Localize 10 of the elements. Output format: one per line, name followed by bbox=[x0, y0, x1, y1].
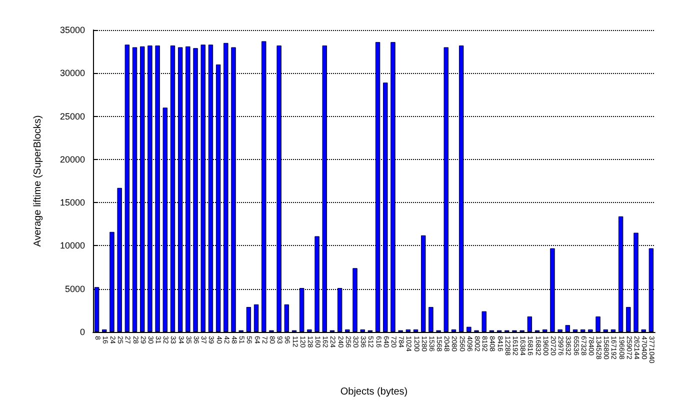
y-tick-label: 35000 bbox=[60, 25, 85, 35]
y-tick-label: 0 bbox=[80, 327, 85, 337]
x-axis-title: Objects (bytes) bbox=[340, 386, 408, 398]
y-tick-label: 30000 bbox=[60, 68, 85, 78]
y-tick-label: 25000 bbox=[60, 111, 85, 122]
y-tick-label: 10000 bbox=[60, 240, 85, 251]
y-tick-label: 20000 bbox=[60, 154, 85, 164]
y-axis-title: Average liftime (SuperBlocks) bbox=[32, 115, 44, 247]
y-tick-label: 5000 bbox=[64, 284, 85, 294]
y-tick-label: 15000 bbox=[60, 198, 85, 208]
